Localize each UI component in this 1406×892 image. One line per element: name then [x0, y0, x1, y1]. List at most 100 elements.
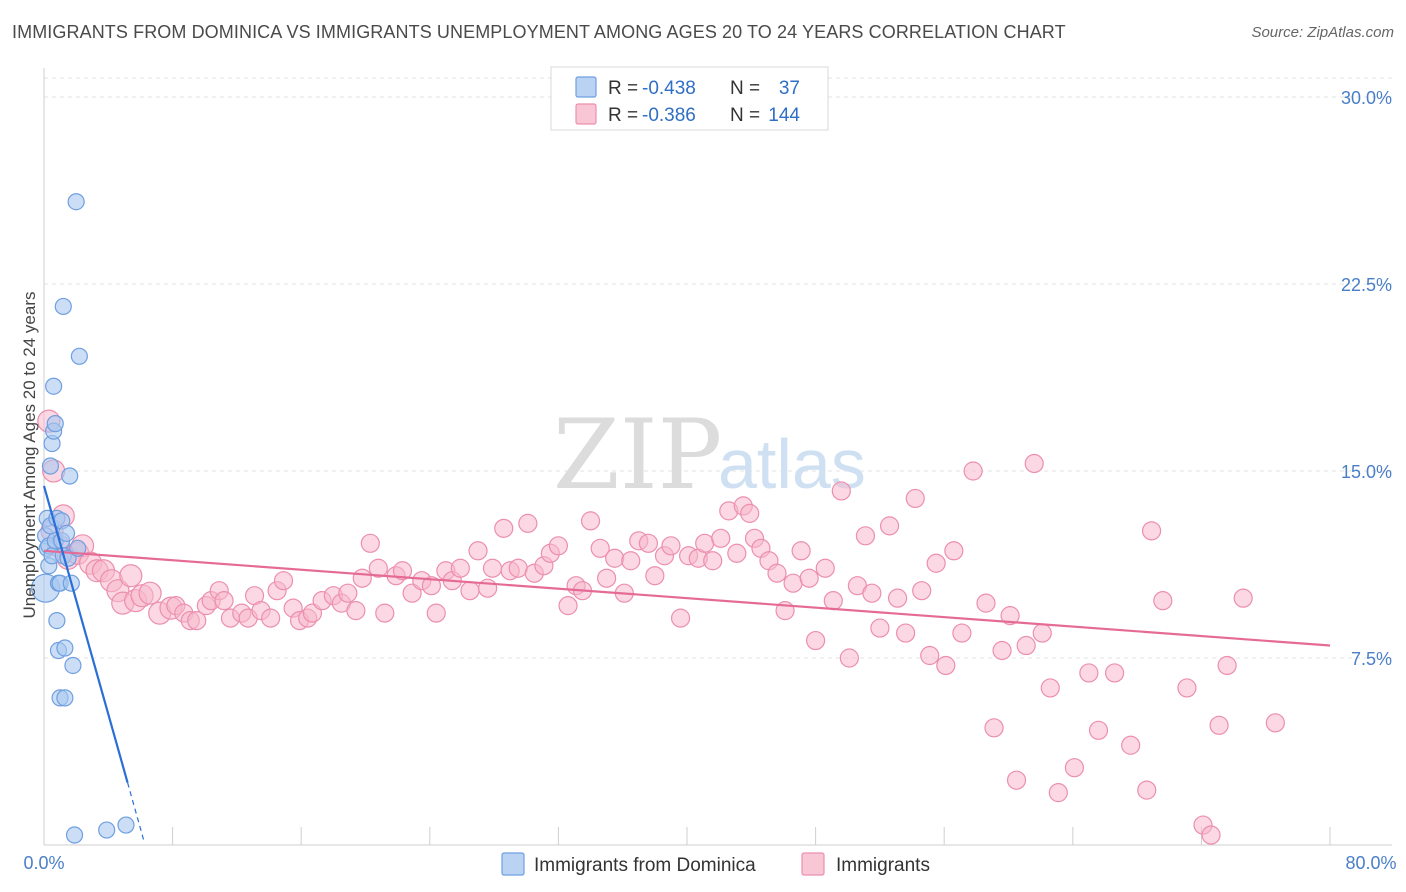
- y-tick-label: 7.5%: [1351, 649, 1392, 669]
- immigrants-point: [1265, 713, 1285, 733]
- immigrants-point: [1064, 758, 1085, 778]
- immigrants-point: [645, 566, 665, 586]
- immigrants-point: [936, 655, 956, 676]
- immigrants-point: [976, 593, 996, 613]
- immigrants-point: [1233, 588, 1253, 608]
- immigrants-point: [984, 718, 1004, 738]
- immigrants-point: [450, 558, 470, 578]
- grid-lines: [44, 77, 1392, 659]
- immigrants-point: [1153, 591, 1173, 611]
- immigrants-point: [1217, 655, 1237, 676]
- immigrants-point: [1209, 715, 1229, 735]
- axes: [43, 68, 1392, 846]
- immigrants-point: [346, 601, 366, 621]
- immigrants-point: [605, 548, 625, 568]
- dominica-point: [117, 816, 135, 834]
- immigrants-point: [839, 648, 859, 668]
- x-tick-labels: 0.0% 80.0%: [23, 853, 1396, 873]
- immigrants-point: [1201, 825, 1221, 845]
- immigrants-point: [1040, 678, 1060, 698]
- immigrants-point: [912, 581, 932, 601]
- immigrants-point: [952, 623, 972, 643]
- immigrants-point: [1177, 678, 1197, 698]
- immigrants-point: [1121, 735, 1141, 755]
- immigrants-point: [494, 518, 514, 538]
- immigrants-point: [621, 551, 641, 571]
- immigrants-point: [1137, 780, 1157, 800]
- dominica-trend-line: [42, 485, 129, 783]
- dominica-point: [46, 415, 64, 433]
- immigrants-point: [1006, 770, 1027, 790]
- immigrants-point: [421, 576, 442, 596]
- dominica-point: [65, 826, 84, 844]
- stats-legend-n-label: N =: [730, 105, 760, 126]
- immigrants-point: [823, 591, 843, 611]
- immigrants-point: [791, 541, 811, 561]
- immigrants-point: [392, 561, 413, 581]
- immigrants-point: [799, 568, 819, 588]
- immigrants-point: [1024, 453, 1044, 474]
- immigrants-point: [558, 596, 578, 616]
- x-tick-label: 80.0%: [1345, 853, 1396, 873]
- immigrants-point: [855, 526, 876, 546]
- stats-legend-r-value: -0.386: [642, 105, 696, 126]
- immigrants-point: [727, 543, 747, 563]
- immigrants-point: [879, 516, 900, 536]
- y-tick-label: 15.0%: [1341, 462, 1392, 482]
- immigrants-point: [661, 536, 681, 556]
- immigrants-point: [695, 533, 715, 553]
- dominica-point: [70, 347, 88, 365]
- dominica-point: [56, 639, 74, 657]
- dominica-point: [41, 457, 60, 475]
- immigrants-point: [368, 558, 388, 578]
- immigrants-trend-line: [43, 549, 1331, 647]
- dominica-point: [57, 524, 76, 542]
- series-legend: Immigrants from Dominica Immigrants: [501, 852, 930, 876]
- immigrants-point: [670, 608, 691, 628]
- immigrants-point: [896, 623, 916, 643]
- immigrants-point: [862, 583, 882, 603]
- immigrants-point: [508, 558, 528, 578]
- immigrants-point: [1000, 606, 1020, 626]
- dominica-trend-extension: [127, 782, 145, 841]
- immigrants-point: [905, 488, 925, 509]
- immigrants-point: [518, 513, 538, 533]
- series-legend-label-dominica: Immigrants from Dominica: [534, 855, 756, 876]
- immigrants-point: [711, 528, 731, 548]
- immigrants-point: [815, 558, 835, 578]
- immigrants-point: [767, 563, 787, 583]
- immigrants-point: [740, 503, 760, 523]
- dominica-point: [61, 467, 79, 485]
- immigrants-point: [214, 591, 234, 611]
- chart-title: IMMIGRANTS FROM DOMINICA VS IMMIGRANTS U…: [12, 22, 1066, 42]
- dominica-points: [31, 193, 135, 844]
- immigrants-point: [1104, 663, 1125, 683]
- immigrants-point: [1079, 663, 1099, 683]
- immigrants-point: [375, 603, 395, 623]
- dominica-point: [64, 656, 82, 675]
- immigrants-point: [992, 640, 1012, 661]
- immigrants-point: [273, 571, 294, 591]
- immigrants-point: [426, 603, 446, 623]
- immigrants-point: [482, 558, 503, 578]
- immigrants-point: [1032, 623, 1052, 643]
- immigrants-point: [1088, 720, 1109, 740]
- immigrants-point: [870, 618, 890, 638]
- stats-legend-r-label: R =: [608, 105, 638, 126]
- immigrants-point: [580, 511, 601, 531]
- immigrants-point: [460, 581, 480, 601]
- trend-lines: [42, 485, 1331, 841]
- watermark-zip: ZIP: [553, 399, 722, 511]
- dominica-point: [98, 821, 116, 839]
- source-credit: Source: ZipAtlas.com: [1251, 24, 1394, 41]
- stats-legend-n-label: N =: [730, 78, 760, 99]
- immigrants-point: [119, 564, 143, 588]
- y-tick-label: 30.0%: [1341, 88, 1392, 108]
- stats-legend-n-value: 144: [768, 105, 800, 126]
- immigrants-point: [478, 578, 498, 598]
- series-legend-swatch-dominica: [501, 852, 525, 876]
- stats-legend-swatch-dominica: [575, 76, 597, 98]
- immigrants-point: [187, 610, 207, 631]
- immigrants-point: [944, 541, 964, 561]
